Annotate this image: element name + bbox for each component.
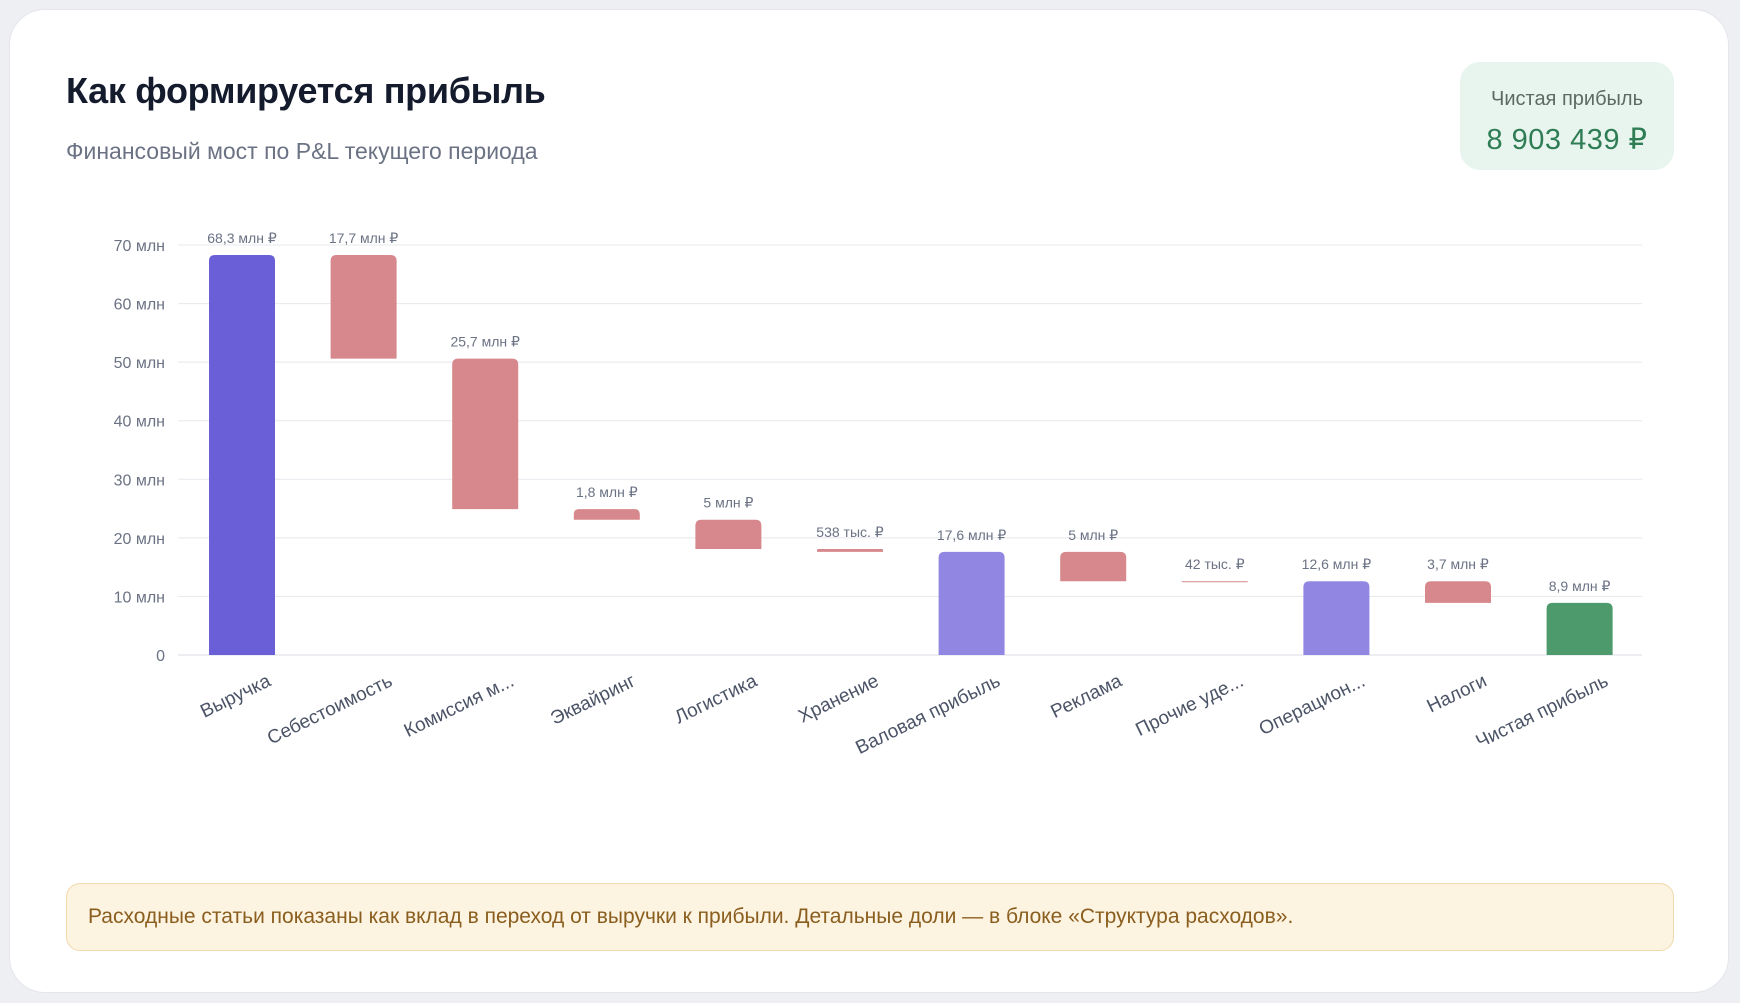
value-label: 42 тыс. ₽ <box>1185 556 1245 572</box>
x-tick-label: Себестоимость <box>264 671 396 750</box>
value-label: 25,7 млн ₽ <box>450 334 520 350</box>
bar-expense <box>452 358 519 510</box>
bar-expense <box>1060 551 1127 582</box>
y-tick-label: 30 млн <box>114 472 165 489</box>
bar-expense <box>695 519 762 549</box>
x-tick-label: Прочие уде... <box>1133 671 1247 741</box>
value-label: 5 млн ₽ <box>1068 527 1118 543</box>
bar-subtotal <box>938 551 1005 655</box>
y-tick-label: 70 млн <box>114 238 165 255</box>
info-note: Расходные статьи показаны как вклад в пе… <box>66 883 1674 951</box>
page-title: Как формируется прибыль <box>66 70 546 111</box>
value-label: 3,7 млн ₽ <box>1427 556 1489 572</box>
y-tick-label: 0 <box>156 648 165 665</box>
x-tick-label: Операцион... <box>1256 671 1369 740</box>
page-subtitle: Финансовый мост по P&L текущего периода <box>66 138 538 164</box>
profit-bridge-card: Как формируется прибыль Финансовый мост … <box>9 9 1729 993</box>
x-tick-label: Выручка <box>197 670 274 722</box>
x-tick-label: Чистая прибыль <box>1473 671 1612 753</box>
y-tick-label: 60 млн <box>114 297 165 314</box>
bar-expense <box>1425 581 1491 603</box>
value-label: 68,3 млн ₽ <box>207 230 277 246</box>
bar-expense <box>1181 581 1248 583</box>
net-profit-badge: Чистая прибыль 8 903 439 ₽ <box>1460 62 1674 170</box>
bar-subtotal <box>1303 581 1370 655</box>
bar-expense <box>330 254 397 359</box>
bar-expense <box>817 548 883 552</box>
waterfall-chart: 0 10 млн 20 млн 30 млн 40 млн 50 млн 60 млн 70 … <box>114 230 1642 759</box>
value-label: 17,7 млн ₽ <box>329 230 399 246</box>
x-tick-label: Эквайринг <box>547 671 639 730</box>
value-label: 17,6 млн ₽ <box>937 527 1007 543</box>
x-tick-label: Комиссия м... <box>401 671 518 742</box>
y-tick-label: 10 млн <box>114 589 165 606</box>
bar-net <box>1546 602 1613 655</box>
x-tick-label: Реклама <box>1048 670 1126 722</box>
x-tick-label: Логистика <box>672 670 761 728</box>
x-tick-label: Налоги <box>1424 671 1490 718</box>
value-label: 12,6 млн ₽ <box>1302 556 1372 572</box>
bar-revenue <box>209 254 275 655</box>
y-tick-label: 50 млн <box>114 355 165 372</box>
value-label: 8,9 млн ₽ <box>1549 578 1611 594</box>
value-label: 538 тыс. ₽ <box>816 524 884 540</box>
y-tick-label: 40 млн <box>114 414 165 431</box>
net-profit-label: Чистая прибыль <box>1491 88 1643 110</box>
value-label: 1,8 млн ₽ <box>576 484 638 500</box>
value-label: 5 млн ₽ <box>703 495 753 511</box>
x-tick-label: Хранение <box>795 671 882 728</box>
net-profit-value: 8 903 439 ₽ <box>1486 124 1648 156</box>
y-tick-label: 20 млн <box>114 531 165 548</box>
bar-expense <box>573 509 640 520</box>
